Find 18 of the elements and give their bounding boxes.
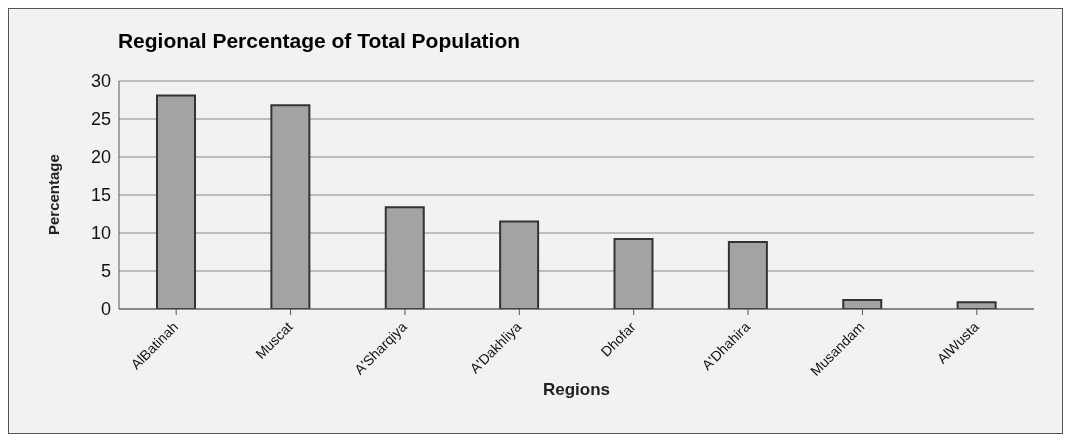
y-tick-label: 5: [100, 261, 111, 282]
y-tick-label: 20: [90, 147, 111, 168]
bar: [499, 220, 540, 309]
y-axis-title: Percentage: [45, 154, 63, 235]
bar: [613, 238, 654, 309]
bar: [384, 206, 425, 309]
bar: [156, 94, 196, 309]
y-tick-label: 15: [90, 185, 111, 206]
y-tick-label: 30: [90, 71, 111, 92]
bar: [956, 301, 997, 309]
bar: [270, 104, 311, 309]
y-tick-label: 25: [90, 109, 111, 130]
chart-title: Regional Percentage of Total Population: [116, 29, 522, 53]
x-axis-title: Regions: [542, 380, 611, 399]
y-tick-label: 10: [90, 223, 111, 244]
bar: [842, 298, 883, 309]
bar: [727, 241, 768, 309]
y-tick-label: 0: [100, 299, 111, 320]
